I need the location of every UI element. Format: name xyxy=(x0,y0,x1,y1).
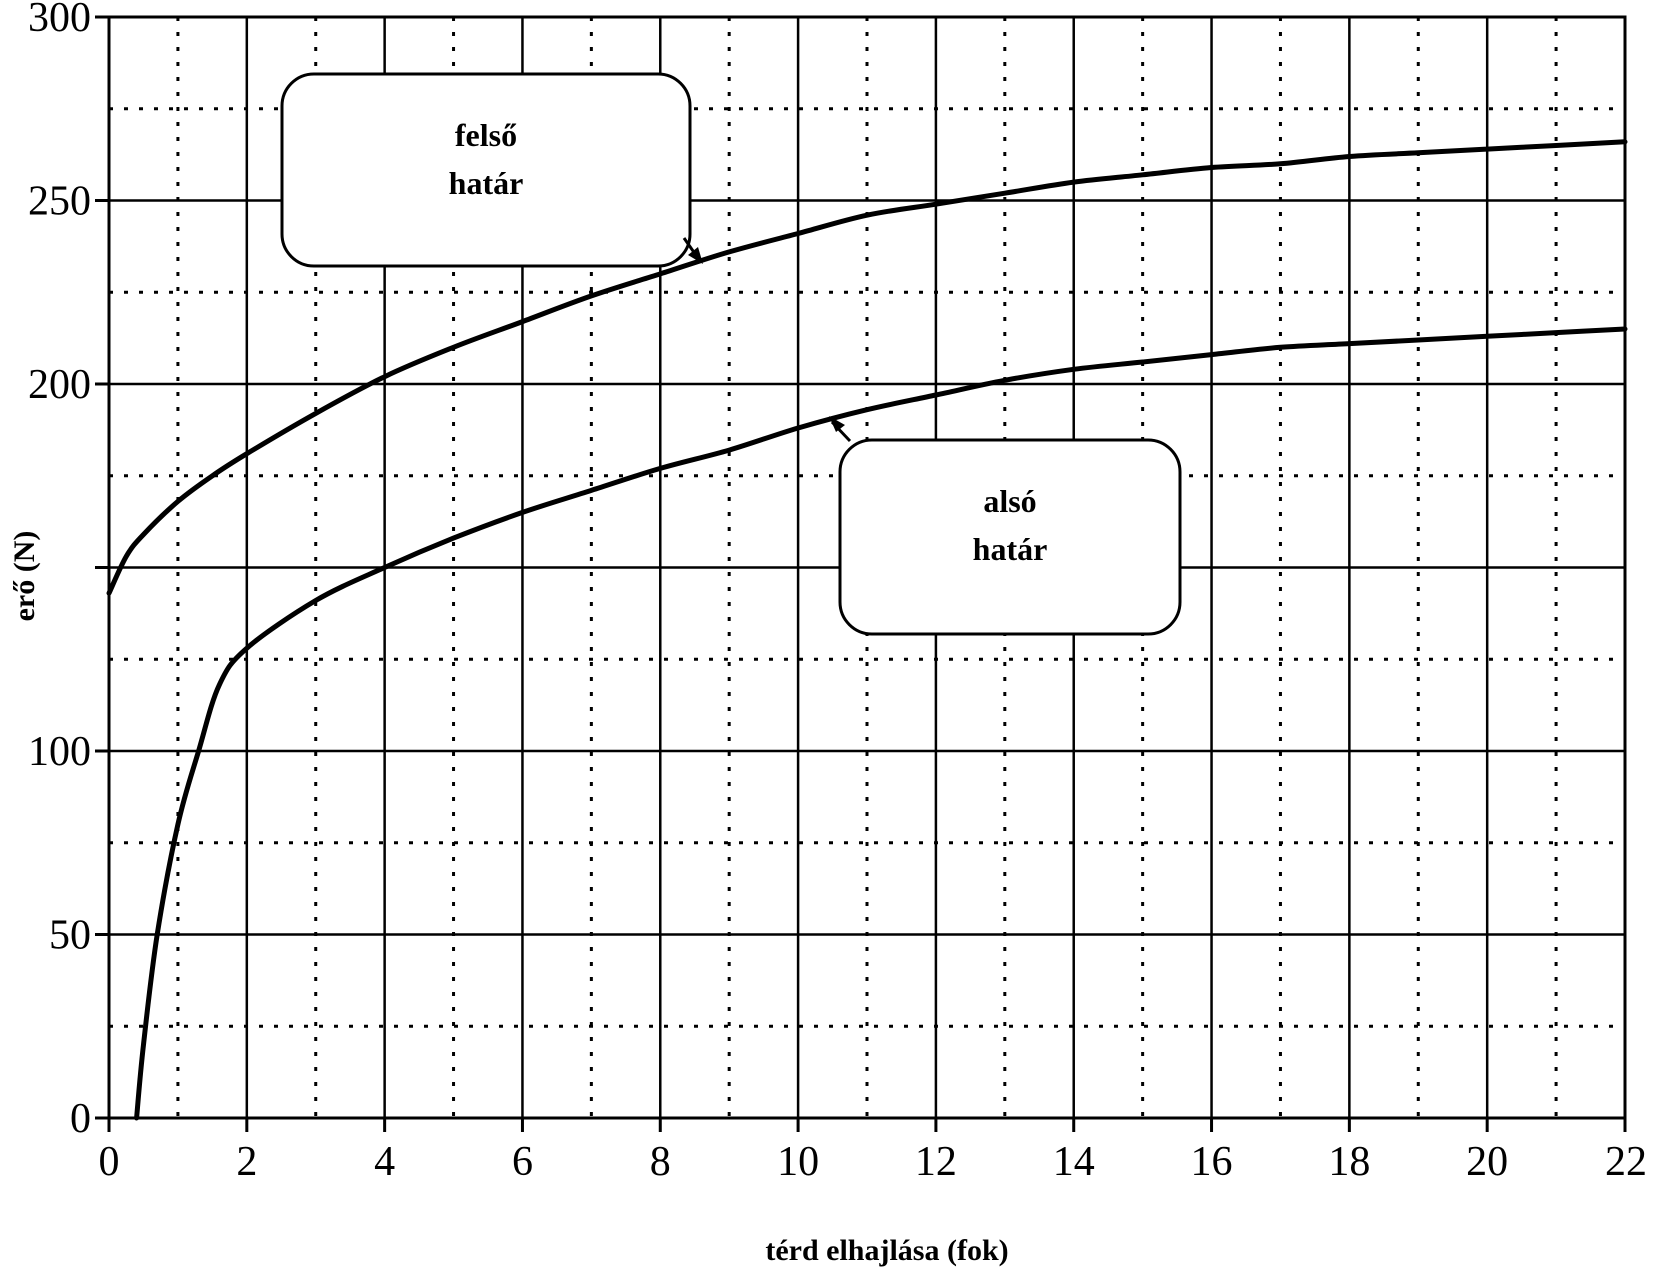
y-tick-label: 0 xyxy=(70,1096,91,1142)
x-tick-label: 20 xyxy=(1466,1139,1508,1185)
x-tick-label: 8 xyxy=(650,1139,671,1185)
callout-lower: alsó határ xyxy=(829,416,1182,636)
y-tick-labels: 0 50 100 200 250 300 xyxy=(28,0,91,1142)
callout-lower-line-2: határ xyxy=(973,531,1048,567)
x-tick-label: 14 xyxy=(1053,1139,1095,1185)
x-tick-label: 12 xyxy=(915,1139,957,1185)
x-axis-title: térd elhajlása (fok) xyxy=(765,1234,1008,1267)
series-upper-bound xyxy=(106,139,1628,596)
x-tick-label: 22 xyxy=(1605,1139,1647,1185)
axis-ticks xyxy=(95,15,1627,1132)
callout-upper-box xyxy=(280,72,692,268)
x-tick-label: 0 xyxy=(99,1139,120,1185)
callout-upper-arrowhead xyxy=(688,247,703,264)
y-tick-label: 100 xyxy=(28,729,91,775)
y-tick-label: 200 xyxy=(28,362,91,408)
y-tick-label: 300 xyxy=(28,0,91,41)
x-tick-label: 4 xyxy=(374,1139,395,1185)
y-tick-label: 250 xyxy=(28,179,91,225)
y-axis-title: erő (N) xyxy=(8,531,41,622)
x-tick-label: 18 xyxy=(1328,1139,1370,1185)
y-tick-label: 50 xyxy=(49,913,91,959)
callout-upper: felső határ xyxy=(280,72,703,268)
series-lines xyxy=(106,139,1628,1121)
x-tick-label: 6 xyxy=(512,1139,533,1185)
callout-upper-line-2: határ xyxy=(449,165,524,201)
callout-lower-arrowhead xyxy=(829,416,845,432)
x-tick-label: 2 xyxy=(236,1139,257,1185)
series-lower-bound xyxy=(134,326,1628,1121)
x-tick-label: 16 xyxy=(1191,1139,1233,1185)
x-tick-labels: 0 2 4 6 8 10 12 14 16 18 20 22 xyxy=(99,1139,1648,1185)
callout-upper-line-1: felső xyxy=(455,117,517,153)
callout-lower-box xyxy=(838,438,1182,636)
callout-lower-line-1: alsó xyxy=(983,483,1036,519)
x-tick-label: 10 xyxy=(777,1139,819,1185)
